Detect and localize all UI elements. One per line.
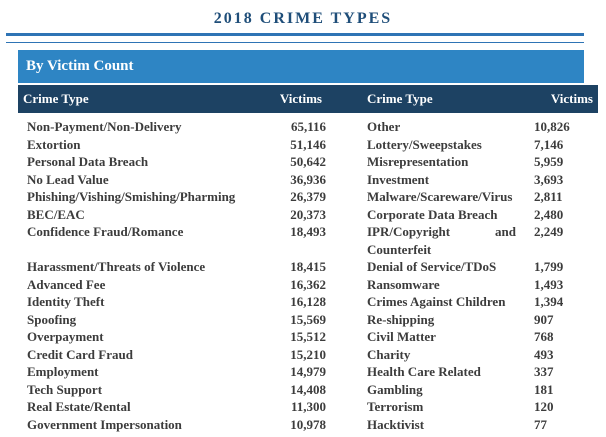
table-row: Identity Theft 16,128 Crimes Against Chi…	[18, 293, 598, 311]
victims-left-cell: 16,128	[290, 294, 326, 309]
victims-left-cell: 18,493	[290, 224, 326, 239]
victims-right-cell: 2,249	[534, 224, 564, 239]
table-row: No Lead Value 36,936 Investment 3,693	[18, 171, 598, 189]
victims-left-cell: 18,415	[290, 259, 326, 274]
victims-left-cell: 50,642	[290, 154, 326, 169]
table-row: Extortion 51,146 Lottery/Sweepstakes 7,1…	[18, 136, 598, 154]
victims-left-cell: 16,362	[290, 276, 326, 292]
victims-right-cell: 181	[534, 381, 554, 397]
victims-left-cell: 10,978	[290, 416, 326, 432]
table-row: Advanced Fee 16,362 Ransomware 1,493	[18, 276, 598, 294]
crime-type-right-cell: Other	[367, 119, 401, 134]
crime-type-left-cell: Identity Theft	[27, 294, 105, 309]
victims-right-cell: 10,826	[534, 119, 570, 134]
crime-type-left-cell: Government Impersonation	[27, 416, 182, 432]
table-row: Confidence Fraud/Romance 18,493 IPR/Copy…	[18, 223, 598, 258]
victims-right-cell: 1,394	[534, 294, 564, 309]
crime-type-left-cell: Extortion	[27, 136, 81, 152]
crime-type-left-cell: No Lead Value	[27, 171, 109, 187]
victims-right-cell: 2,480	[534, 206, 564, 222]
victims-left-cell: 14,408	[290, 381, 326, 397]
victims-right-cell: 7,146	[534, 136, 564, 152]
crime-type-right-cell: Re-shipping	[367, 311, 435, 327]
col-header-victims-right: Victims	[532, 85, 598, 113]
victims-left-cell: 15,569	[290, 311, 326, 327]
crime-type-right-cell: Gambling	[367, 381, 423, 397]
crime-type-right-cell: Health Care Related	[367, 364, 481, 379]
victims-right-cell: 5,959	[534, 154, 564, 169]
crime-type-left-cell: Real Estate/Rental	[27, 399, 131, 414]
crime-type-left-cell: Advanced Fee	[27, 276, 106, 292]
victims-left-cell: 15,512	[290, 329, 326, 344]
victims-left-cell: 36,936	[290, 171, 326, 187]
report-page: 2018 CRIME TYPES By Victim Count Crime T…	[0, 8, 606, 437]
victims-left-cell: 20,373	[290, 206, 326, 222]
crime-type-left-cell: Credit Card Fraud	[27, 346, 133, 362]
table-header: Crime Type Victims Crime Type Victims	[18, 85, 598, 113]
crime-type-right-cell: Hacktivist	[367, 416, 425, 432]
crime-type-left-cell: Tech Support	[27, 381, 103, 397]
victims-left-cell: 15,210	[290, 346, 326, 362]
section-header-bar: By Victim Count	[18, 50, 584, 83]
table-row: Non-Payment/Non-Delivery 65,116 Other 10…	[18, 113, 598, 136]
victims-right-cell: 1,799	[534, 259, 564, 274]
col-header-crime-type-left: Crime Type	[18, 85, 267, 113]
crime-type-left-cell: Overpayment	[27, 329, 104, 344]
col-header-victims-left: Victims	[267, 85, 326, 113]
crime-type-right-cell: Ransomware	[367, 276, 440, 292]
crime-type-left-cell: Personal Data Breach	[27, 154, 149, 169]
victims-right-cell: 768	[534, 329, 554, 344]
crime-type-right-cell: Corporate Data Breach	[367, 206, 498, 222]
crime-type-right-cell: Misrepresentation	[367, 154, 469, 169]
crime-type-left-cell: BEC/EAC	[27, 206, 85, 222]
victims-left-cell: 65,116	[290, 119, 326, 134]
victims-right-cell: 2,811	[534, 189, 563, 204]
victims-right-cell: 493	[534, 346, 554, 362]
crime-type-right-cell: Malware/Scareware/Virus	[367, 189, 513, 204]
victims-left-cell: 11,300	[290, 399, 326, 414]
crime-type-right-cell: Terrorism	[367, 399, 424, 414]
crime-type-right-cell: Lottery/Sweepstakes	[367, 136, 482, 152]
victim-count-section: By Victim Count Crime Type Victims Crime…	[18, 50, 598, 433]
table-row: Spoofing 15,569 Re-shipping 907	[18, 311, 598, 329]
col-header-crime-type-right: Crime Type	[326, 85, 532, 113]
victims-right-cell: 3,693	[534, 171, 564, 187]
crime-type-left-cell: Confidence Fraud/Romance	[27, 224, 184, 239]
crime-type-left-cell: Harassment/Threats of Violence	[27, 259, 206, 274]
crime-type-right-cell: Investment	[367, 171, 430, 187]
crime-type-left-cell: Employment	[27, 364, 99, 379]
victims-right-cell: 120	[534, 399, 554, 414]
crime-type-right-cell: Crimes Against Children	[367, 294, 506, 309]
victims-left-cell: 14,979	[290, 364, 326, 379]
crime-type-right-cell: Civil Matter	[367, 329, 436, 344]
crime-type-right-cell: IPR/Copyright and Counterfeit	[367, 224, 516, 257]
crime-type-right-cell: Denial of Service/TDoS	[367, 259, 497, 274]
table-body: Non-Payment/Non-Delivery 65,116 Other 10…	[18, 113, 598, 433]
table-row: Real Estate/Rental 11,300 Terrorism 120	[18, 398, 598, 416]
victims-left-cell: 51,146	[290, 136, 326, 152]
table-row: Phishing/Vishing/Smishing/Pharming 26,37…	[18, 188, 598, 206]
crime-type-left-cell: Spoofing	[27, 311, 77, 327]
crime-types-table: Crime Type Victims Crime Type Victims No…	[18, 85, 598, 433]
victims-left-cell: 26,379	[290, 189, 326, 204]
table-row: Harassment/Threats of Violence 18,415 De…	[18, 258, 598, 276]
table-row: Government Impersonation 10,978 Hacktivi…	[18, 416, 598, 434]
crime-type-left-cell: Non-Payment/Non-Delivery	[27, 119, 182, 134]
victims-right-cell: 337	[534, 364, 554, 379]
page-title: 2018 CRIME TYPES	[213, 10, 393, 27]
victims-right-cell: 1,493	[534, 276, 564, 292]
crime-type-right-cell: Charity	[367, 346, 411, 362]
table-row: Credit Card Fraud 15,210 Charity 493	[18, 346, 598, 364]
table-row: Overpayment 15,512 Civil Matter 768	[18, 328, 598, 346]
title-divider	[6, 33, 584, 43]
victims-right-cell: 907	[534, 311, 554, 327]
table-row: Personal Data Breach 50,642 Misrepresent…	[18, 153, 598, 171]
header-row: Crime Type Victims Crime Type Victims	[18, 85, 598, 113]
table-row: BEC/EAC 20,373 Corporate Data Breach 2,4…	[18, 206, 598, 224]
table-row: Employment 14,979 Health Care Related 33…	[18, 363, 598, 381]
crime-type-left-cell: Phishing/Vishing/Smishing/Pharming	[27, 189, 236, 204]
table-row: Tech Support 14,408 Gambling 181	[18, 381, 598, 399]
victims-right-cell: 77	[534, 416, 547, 432]
